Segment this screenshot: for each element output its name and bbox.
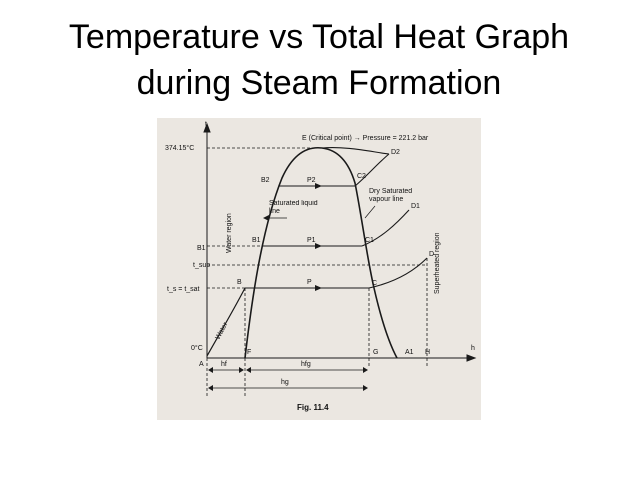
water-region-label: Water region <box>226 213 233 253</box>
x-axis-arrow <box>466 354 477 362</box>
point-C1: C1 <box>365 237 374 244</box>
hf-label: hf <box>221 361 227 368</box>
tsup-label: t_sup <box>193 262 210 269</box>
water-label: Water <box>215 321 230 341</box>
critical-point-label: E (Critical point) → Pressure = 221.2 ba… <box>302 135 429 142</box>
point-B: B <box>237 279 242 286</box>
point-B2: B2 <box>261 177 270 184</box>
point-C: C <box>372 280 377 287</box>
point-C2: C2 <box>357 173 366 180</box>
hg-arrow-right <box>363 385 368 391</box>
hfg-arrow-left <box>246 367 251 373</box>
title-line-2: during Steam Formation <box>136 64 502 102</box>
point-D1: D1 <box>411 203 420 210</box>
point-G: G <box>373 349 378 356</box>
point-A: A <box>199 361 204 368</box>
critical-to-D2 <box>321 147 390 155</box>
critical-temp-label: 374.15°C <box>165 144 194 152</box>
point-B1: B1 <box>252 237 261 244</box>
vapour-line-label-box: Dry Saturated vapour line <box>369 188 413 203</box>
hg-label: hg <box>281 379 289 386</box>
zero-c-label: 0°C <box>191 344 203 352</box>
superheat-C2-D2 <box>354 153 390 187</box>
arrow-P <box>315 285 322 291</box>
hfg-arrow-right <box>363 367 368 373</box>
pressure-P2: P2 <box>307 177 316 184</box>
x-axis-label: h <box>471 345 475 352</box>
saturated-liquid-line-label: Saturated liquid line <box>269 200 318 215</box>
sat-liquid-leader-arrow <box>263 215 269 221</box>
hfg-label: hfg <box>301 361 311 368</box>
arrow-P2 <box>315 183 322 189</box>
dry-saturated-vapour-line <box>321 147 398 359</box>
point-D: D <box>429 251 434 258</box>
hg-arrow-left <box>208 385 213 391</box>
figure-caption: Fig. 11.4 <box>297 403 329 412</box>
hf-arrow-left <box>208 367 213 373</box>
tsat-label: t_s = t_sat <box>167 286 200 293</box>
y-axis-label: t <box>205 121 207 128</box>
hf-arrow-right <box>239 367 244 373</box>
point-B1-axis: B1 <box>197 245 206 252</box>
pressure-P: P <box>307 279 312 286</box>
scanned-figure: t h 374.15°C E (Critical point) → Pressu… <box>157 118 481 420</box>
water-heating-line <box>206 287 246 357</box>
point-F: F <box>247 349 251 356</box>
superheat-C1-D1 <box>361 209 410 247</box>
slide-title: Temperature vs Total Heat Graph during S… <box>0 14 638 106</box>
temperature-enthalpy-diagram: t h 374.15°C E (Critical point) → Pressu… <box>165 121 477 412</box>
saturated-liquid-line <box>244 147 323 359</box>
point-A1: A1 <box>405 349 414 356</box>
superheat-C-D <box>368 257 428 289</box>
y-axis-arrow <box>203 122 211 133</box>
saturated-liquid-line-label-box: Saturated liquid line <box>269 200 318 215</box>
vapour-leader <box>364 205 376 219</box>
dry-saturated-vapour-line-label: Dry Saturated vapour line <box>369 188 413 203</box>
point-D2: D2 <box>391 149 400 156</box>
title-line-1: Temperature vs Total Heat Graph <box>68 18 570 56</box>
superheated-region-label: Superheated region <box>434 232 441 294</box>
point-H: H <box>425 349 430 356</box>
arrow-P1 <box>315 243 322 249</box>
pressure-P1: P1 <box>307 237 316 244</box>
